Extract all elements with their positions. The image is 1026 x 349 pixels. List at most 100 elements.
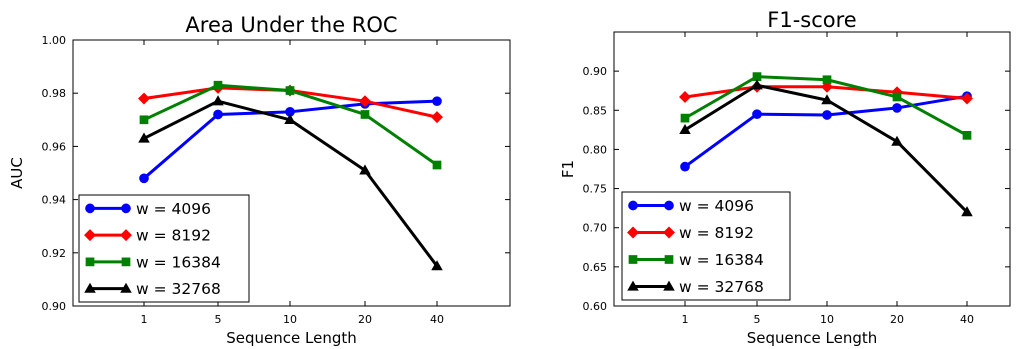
- y-tick-label: 0.65: [583, 261, 608, 274]
- legend-box: [78, 194, 250, 303]
- data-point: [359, 164, 371, 175]
- legend-label: w = 8192: [679, 224, 754, 242]
- data-point: [213, 80, 223, 90]
- legend-marker: [663, 280, 675, 291]
- legend-marker: [85, 203, 95, 214]
- x-tick-label: 1: [141, 313, 148, 326]
- data-point: [138, 92, 150, 105]
- chart-title: F1-score: [767, 8, 856, 32]
- legend-label: w = 4096: [679, 197, 754, 215]
- legend-marker: [628, 255, 638, 264]
- data-point: [139, 115, 149, 125]
- legend-marker: [121, 203, 131, 214]
- legend-marker: [663, 226, 675, 239]
- data-point: [285, 86, 295, 95]
- chart-title: Area Under the ROC: [185, 13, 397, 37]
- x-axis-label: Sequence Length: [747, 329, 878, 347]
- chart-panel-2: F1-score Sequence Length F1 0.60 0.65 0.70 0.7…: [559, 8, 1011, 347]
- series-triangle: [138, 95, 443, 271]
- y-tick-label: 0.90: [583, 65, 608, 78]
- legend-marker: [121, 257, 131, 267]
- legend-marker: [627, 226, 639, 239]
- data-point: [431, 111, 443, 124]
- legend-marker: [627, 280, 639, 291]
- y-tick-label: 1.00: [42, 34, 67, 47]
- chart-panel-1: Area Under the ROC Sequence Length AUC 0.90…: [8, 13, 511, 347]
- data-point: [679, 91, 691, 103]
- data-point: [680, 113, 690, 123]
- legend-box: [621, 191, 791, 301]
- legend-label: w = 8192: [136, 227, 211, 245]
- x-tick-label: 10: [820, 313, 834, 326]
- data-point: [822, 110, 832, 120]
- data-point: [360, 110, 370, 119]
- legend-label: w = 16384: [679, 251, 764, 269]
- legend-label: w = 16384: [136, 253, 221, 271]
- legend-marker: [664, 200, 674, 211]
- data-point: [139, 173, 149, 184]
- y-tick-label: 0.70: [583, 222, 608, 235]
- data-point: [892, 103, 902, 113]
- x-tick-label: 20: [890, 313, 904, 326]
- series-line: [143, 83, 438, 167]
- series-circle: [139, 96, 442, 184]
- y-tick-label: 0.94: [42, 194, 67, 207]
- legend-label: w = 32768: [679, 278, 764, 296]
- data-point: [679, 123, 691, 135]
- legend-marker: [664, 255, 674, 264]
- data-point: [432, 160, 442, 170]
- y-tick-label: 0.85: [583, 104, 608, 117]
- legend-marker: [628, 200, 638, 211]
- data-point: [680, 161, 690, 172]
- y-tick-label: 0.98: [42, 87, 67, 100]
- x-tick-label: 1: [682, 313, 689, 326]
- x-tick-label: 40: [960, 313, 974, 326]
- x-tick-label: 5: [754, 313, 761, 326]
- x-tick-label: 20: [358, 313, 372, 326]
- y-tick-label: 0.90: [42, 300, 67, 313]
- data-point: [821, 80, 833, 93]
- legend-marker: [120, 229, 132, 242]
- plot-frame: [613, 31, 1011, 307]
- series-square: [680, 72, 972, 140]
- data-point: [212, 95, 224, 106]
- legend-marker: [85, 257, 95, 267]
- data-point: [961, 206, 973, 217]
- y-tick-label: 0.96: [42, 140, 67, 153]
- y-tick-label: 0.92: [42, 247, 67, 260]
- data-point: [892, 92, 902, 102]
- legend-label: w = 32768: [136, 280, 221, 298]
- data-point: [431, 260, 443, 271]
- data-point: [751, 79, 763, 90]
- data-point: [891, 135, 903, 146]
- y-tick-label: 0.80: [583, 143, 608, 156]
- legend-marker: [84, 282, 96, 293]
- legend-label: w = 4096: [136, 200, 211, 218]
- y-axis-label: AUC: [8, 157, 26, 189]
- plot-frame: [72, 39, 511, 307]
- x-tick-label: 10: [283, 313, 297, 326]
- x-tick-label: 5: [215, 313, 222, 326]
- data-point: [284, 113, 296, 124]
- data-point: [752, 109, 762, 120]
- data-point: [213, 109, 223, 120]
- data-point: [359, 95, 371, 108]
- data-point: [961, 92, 973, 105]
- x-tick-label: 40: [430, 313, 444, 326]
- data-point: [821, 94, 833, 105]
- data-point: [752, 72, 762, 81]
- y-tick-label: 0.60: [583, 300, 608, 313]
- legend-marker: [120, 282, 132, 293]
- x-axis-label: Sequence Length: [226, 329, 357, 347]
- data-point: [962, 130, 972, 140]
- data-point: [822, 75, 832, 85]
- legend: w = 4096 w = 8192 w = 16384 w = 32768: [621, 191, 791, 301]
- legend-marker: [84, 229, 96, 242]
- series-square: [139, 80, 442, 170]
- series-line: [684, 94, 968, 168]
- y-tick-label: 0.75: [583, 183, 608, 196]
- data-point: [432, 96, 442, 107]
- y-axis-label: F1: [559, 160, 577, 178]
